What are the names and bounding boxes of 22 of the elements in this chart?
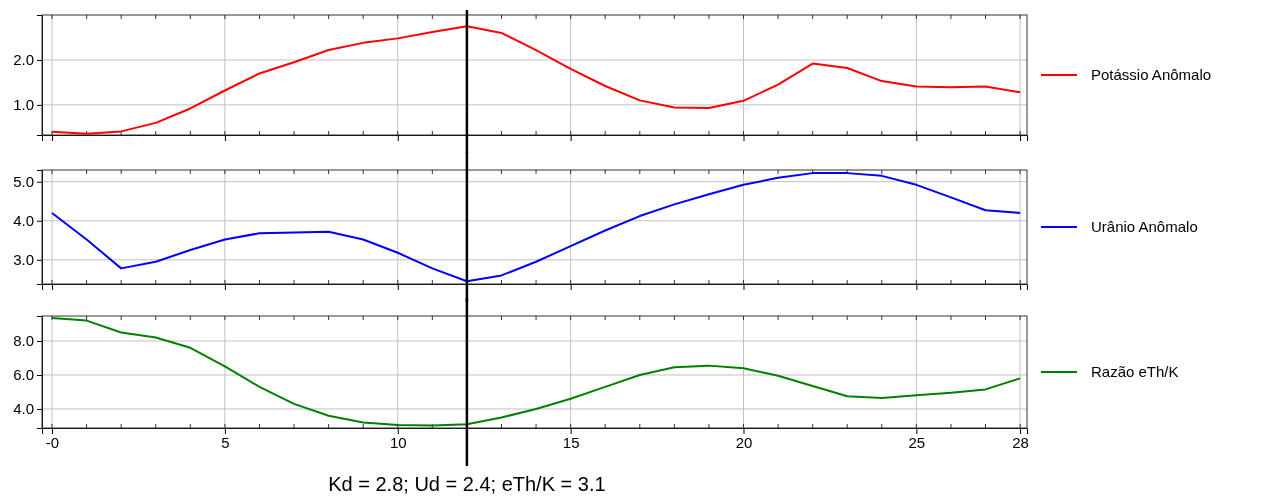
line-series xyxy=(51,317,1022,427)
x-tick-label: 5 xyxy=(221,433,230,451)
line-series xyxy=(51,172,1022,283)
y-tick-label: 8.0 xyxy=(13,332,34,350)
x-tick-label: 25 xyxy=(908,433,926,451)
y-tick-label: 1.0 xyxy=(13,96,34,114)
y-tick-label: 4.0 xyxy=(13,212,34,230)
x-tick-label: 15 xyxy=(562,433,580,451)
legend-label: Razão eTh/K xyxy=(1091,363,1179,380)
y-tick-label: 2.0 xyxy=(13,51,34,69)
x-tick-label: 10 xyxy=(389,433,407,451)
y-tick-label: 5.0 xyxy=(13,173,34,191)
line-series xyxy=(51,25,1022,135)
x-tick-label: 28 xyxy=(1012,433,1029,451)
y-tick-label: 3.0 xyxy=(13,251,34,269)
legend-label: Potássio Anômalo xyxy=(1091,66,1212,83)
x-tick-label: 20 xyxy=(735,433,753,451)
legend-label: Urânio Anômalo xyxy=(1091,218,1198,235)
text: Kd = 2.8; Ud = 2.4; eTh/K = 3.1 xyxy=(328,473,606,495)
y-tick-label: 6.0 xyxy=(13,366,34,384)
y-tick-label: 4.0 xyxy=(13,400,34,418)
x-tick-label: -0 xyxy=(45,433,60,451)
